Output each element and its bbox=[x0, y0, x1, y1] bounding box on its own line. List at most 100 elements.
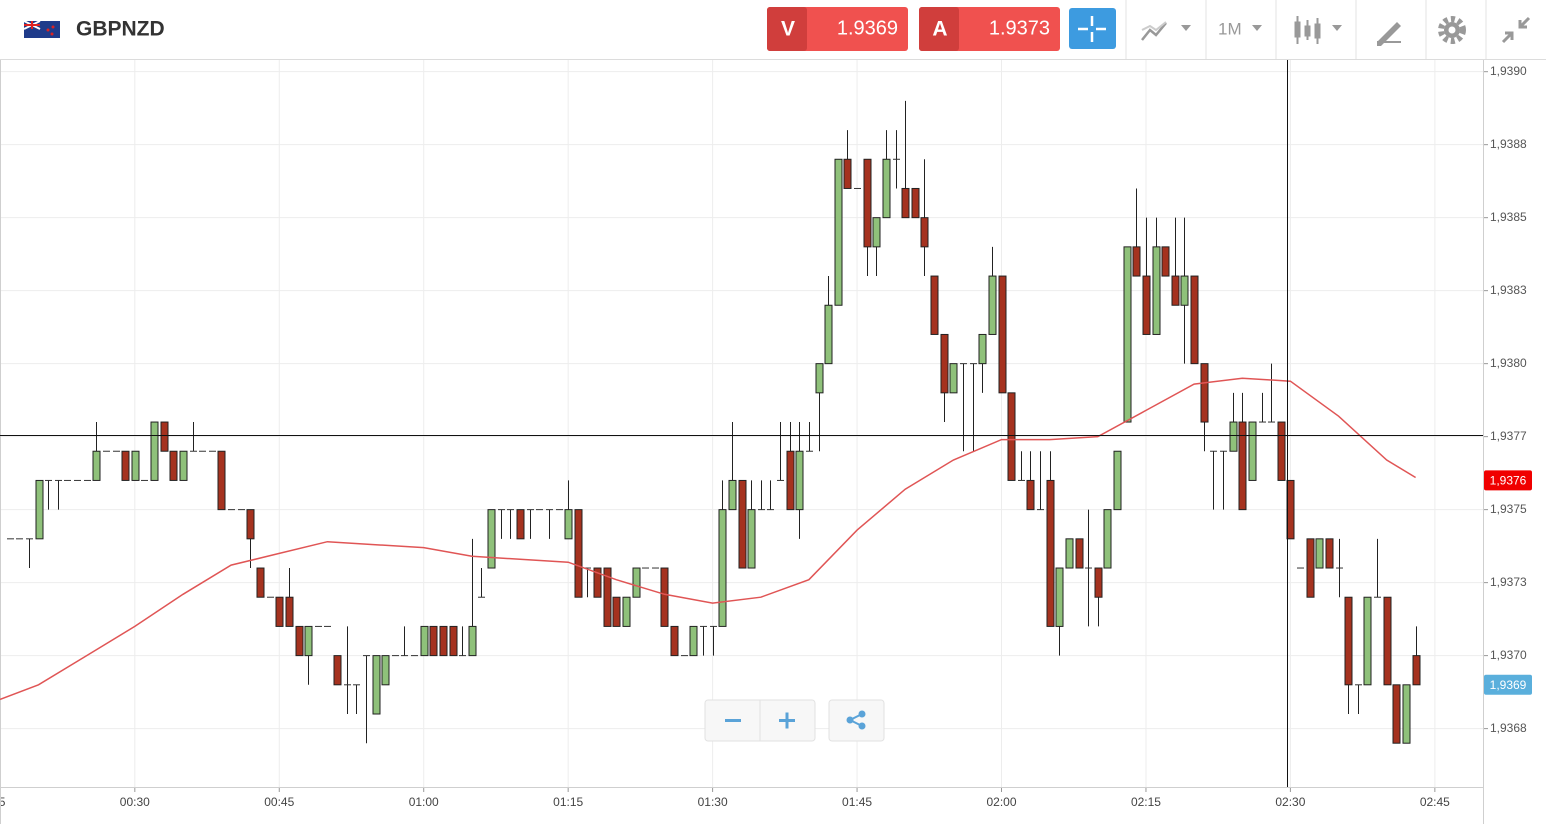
x-tick-label: 01:45 bbox=[842, 795, 872, 809]
zoom-controls bbox=[704, 699, 885, 742]
candle-body bbox=[246, 509, 255, 540]
candle-style-button[interactable] bbox=[1294, 16, 1342, 44]
candle-body bbox=[333, 655, 342, 686]
candle-body bbox=[1132, 246, 1141, 277]
candle-body bbox=[1248, 421, 1257, 481]
candle-body bbox=[131, 450, 140, 481]
symbol: GBPNZD bbox=[76, 18, 165, 41]
collapse-button[interactable] bbox=[1501, 16, 1531, 44]
candle-body bbox=[1190, 275, 1199, 365]
candle-body bbox=[795, 450, 804, 511]
price-tag bbox=[1484, 470, 1532, 491]
candle-body bbox=[930, 275, 939, 335]
candle-body bbox=[1055, 567, 1064, 627]
x-tick-label: 01:30 bbox=[698, 795, 728, 809]
sell-label: V bbox=[781, 18, 795, 41]
crosshair-button[interactable] bbox=[1069, 8, 1116, 49]
candle-body bbox=[1200, 363, 1209, 423]
candle-body bbox=[1142, 275, 1151, 335]
candle-body bbox=[516, 509, 525, 540]
candle-body bbox=[1277, 421, 1286, 481]
draw-tool-button[interactable] bbox=[1377, 22, 1401, 46]
timeframe: 1M bbox=[1218, 19, 1242, 38]
candle-body bbox=[1229, 421, 1238, 452]
y-tick-label: 1,9373 bbox=[1490, 575, 1527, 589]
plot-area: 1,9390 1,9388 1,9385 1,9383 1,9380 1,9377 1,93… bbox=[0, 60, 1532, 824]
x-tick-label: 01:00 bbox=[409, 795, 439, 809]
candle-body bbox=[998, 275, 1007, 394]
candle-body bbox=[1180, 275, 1189, 306]
y-tick-label: 1,9370 bbox=[1490, 648, 1527, 662]
candle-body bbox=[1171, 275, 1180, 306]
candle-body bbox=[381, 655, 390, 686]
flag-icon bbox=[23, 20, 60, 38]
x-tick-label: 02:00 bbox=[986, 795, 1016, 809]
candle-body bbox=[834, 158, 843, 306]
candle-body bbox=[564, 509, 573, 540]
settings-button[interactable] bbox=[1438, 16, 1466, 44]
candle-body bbox=[468, 625, 477, 657]
candle-body bbox=[1383, 596, 1392, 686]
y-tick-label: 1,9385 bbox=[1490, 210, 1527, 224]
y-tick-label: 1,9388 bbox=[1490, 137, 1527, 151]
candle-body bbox=[372, 655, 381, 715]
candle-body bbox=[1026, 479, 1035, 511]
price-tag-label: 1,9369 bbox=[1490, 678, 1527, 692]
moving-average bbox=[0, 377, 1416, 701]
candle-body bbox=[487, 509, 496, 569]
share-button[interactable] bbox=[828, 699, 885, 742]
candle-body bbox=[1046, 479, 1055, 627]
y-tick-label: 1,9375 bbox=[1490, 502, 1527, 516]
buy-button[interactable]: A 1.9373 bbox=[919, 7, 1060, 51]
candle-body bbox=[911, 187, 920, 219]
candle-body bbox=[593, 567, 602, 598]
candle-body bbox=[429, 625, 438, 657]
candle-body bbox=[574, 509, 583, 598]
candle-body bbox=[1161, 246, 1170, 277]
candle-body bbox=[1152, 246, 1161, 335]
candle-body bbox=[1344, 596, 1353, 686]
candle-body bbox=[872, 217, 881, 248]
y-tick-label: 1,9383 bbox=[1490, 283, 1527, 297]
chart-type-button[interactable] bbox=[1141, 21, 1191, 41]
candle-body bbox=[150, 421, 159, 481]
candle-body bbox=[121, 450, 130, 481]
x-tick-label: 00:30 bbox=[120, 795, 150, 809]
sell-button[interactable]: V 1.9369 bbox=[767, 7, 908, 51]
candle-body bbox=[670, 625, 679, 657]
candle-body bbox=[1123, 246, 1132, 423]
candle-body bbox=[256, 567, 265, 598]
candle-body bbox=[1392, 684, 1401, 744]
candle-body bbox=[920, 217, 929, 248]
candle-body bbox=[304, 625, 313, 657]
x-tick-label: 01:15 bbox=[553, 795, 583, 809]
timeframe-button[interactable]: 1M bbox=[1218, 19, 1262, 38]
candle-body bbox=[747, 509, 756, 569]
toolbar-separators bbox=[1125, 0, 1487, 59]
candle-body bbox=[285, 596, 294, 627]
y-tick-label: 1,9390 bbox=[1490, 64, 1527, 78]
candle-body bbox=[882, 158, 891, 219]
y-tick-label: 1,9368 bbox=[1490, 721, 1527, 735]
candle-body bbox=[815, 363, 824, 394]
x-tick-label: 02:45 bbox=[1420, 795, 1450, 809]
candle-body bbox=[728, 479, 737, 511]
candle-body bbox=[1238, 421, 1247, 511]
candle-body bbox=[863, 158, 872, 248]
candle-body bbox=[824, 304, 833, 365]
candle-body bbox=[978, 333, 987, 365]
candle-body bbox=[738, 479, 747, 569]
candle-body bbox=[1075, 538, 1084, 569]
candle-body bbox=[1113, 450, 1122, 511]
zoom-in-button[interactable] bbox=[779, 712, 795, 729]
buy-price: 1.9373 bbox=[989, 17, 1050, 39]
candle-body bbox=[1363, 596, 1372, 686]
candle-body bbox=[940, 333, 949, 394]
candle-body bbox=[1412, 655, 1421, 686]
candle-body bbox=[1325, 538, 1334, 569]
candle-body bbox=[295, 625, 304, 657]
x-tick-label: 02:15 bbox=[1131, 795, 1161, 809]
candle-body bbox=[603, 567, 612, 627]
candle-body bbox=[901, 187, 910, 219]
